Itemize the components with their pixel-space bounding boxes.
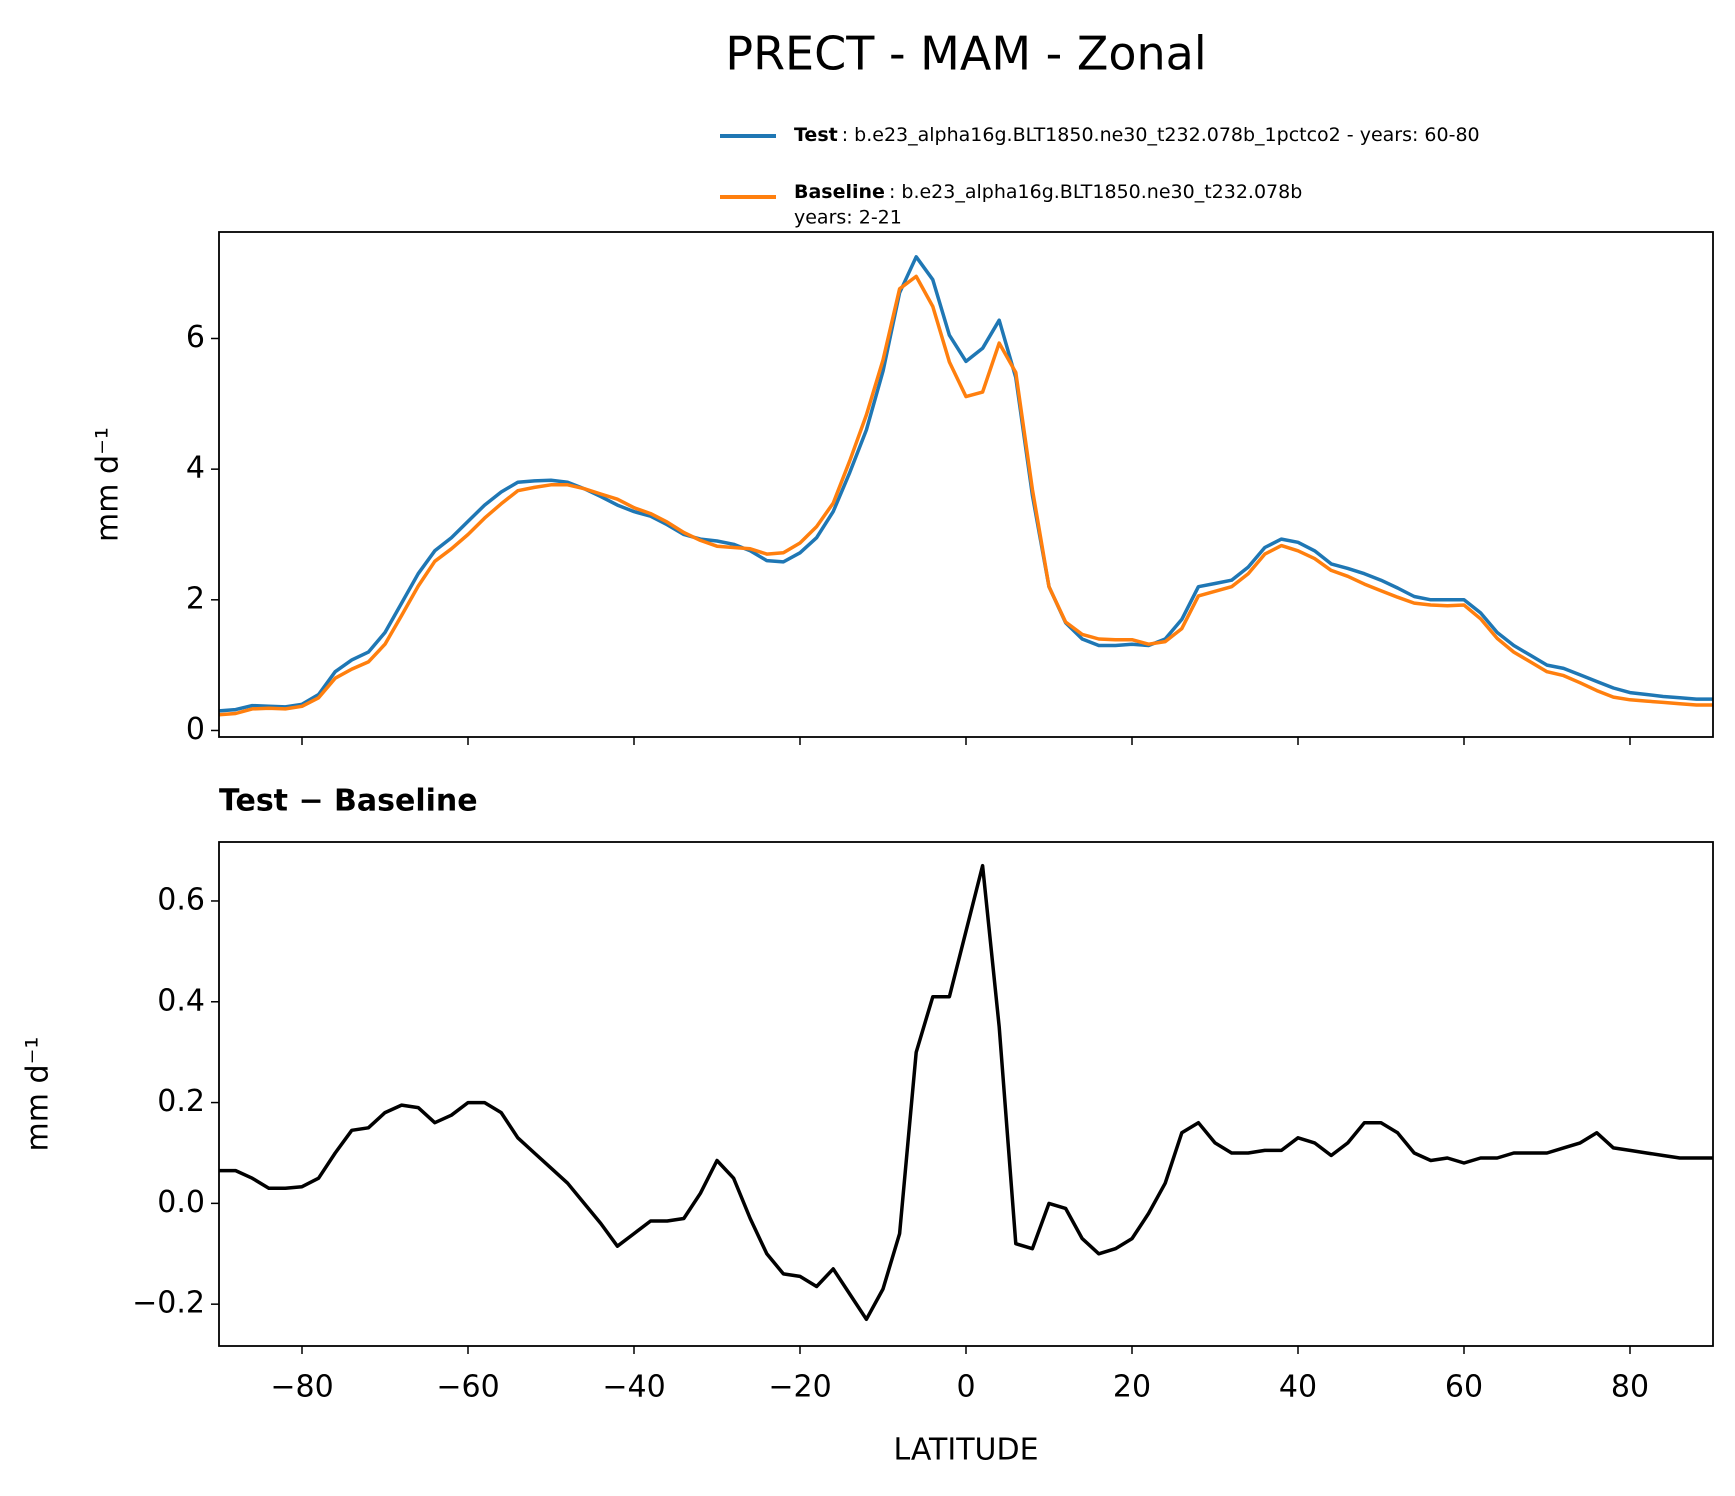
x-tick-label: 0 [956, 1370, 975, 1405]
series-line [219, 274, 1713, 717]
x-tick-label: −20 [768, 1370, 831, 1405]
x-axis-label: LATITUDE [893, 1433, 1038, 1468]
plot-frame [218, 231, 1714, 738]
y-tick-label: 0.2 [157, 1084, 205, 1119]
series-line [219, 255, 1713, 713]
legend-name: Baseline [794, 181, 885, 203]
x-tick-label: −40 [602, 1370, 665, 1405]
x-tick-label: −60 [436, 1370, 499, 1405]
x-tick-label: 40 [1279, 1370, 1317, 1405]
y-tick-label: 6 [186, 320, 205, 355]
y-axis-label: mm d⁻¹ [21, 1037, 56, 1152]
x-tick-label: 20 [1113, 1370, 1151, 1405]
plot-frame [218, 841, 1714, 1347]
y-axis-label: mm d⁻¹ [91, 427, 126, 542]
x-tick-label: −80 [270, 1370, 333, 1405]
y-tick-label: 0.0 [157, 1185, 205, 1220]
series-line [219, 863, 1713, 1322]
legend-name: Test [794, 124, 838, 146]
x-tick-label: 80 [1611, 1370, 1649, 1405]
legend-label: Baseline: b.e23_alpha16g.BLT1850.ne30_t2… [794, 181, 1302, 203]
y-tick-label: 0.6 [157, 882, 205, 917]
legend-description: : b.e23_alpha16g.BLT1850.ne30_t232.078b_… [842, 124, 1480, 146]
y-tick-label: 2 [186, 581, 205, 616]
legend-label: Test: b.e23_alpha16g.BLT1850.ne30_t232.0… [794, 124, 1480, 146]
y-tick-label: 4 [186, 451, 205, 486]
y-tick-label: −0.2 [132, 1286, 205, 1321]
legend-description: years: 2-21 [794, 207, 902, 229]
figure-title: PRECT - MAM - Zonal [725, 27, 1206, 81]
subplot-title: Test − Baseline [219, 784, 478, 819]
y-tick-label: 0.4 [157, 983, 205, 1018]
legend-description: : b.e23_alpha16g.BLT1850.ne30_t232.078b [889, 181, 1302, 203]
y-tick-label: 0 [186, 712, 205, 747]
x-tick-label: 60 [1445, 1370, 1483, 1405]
